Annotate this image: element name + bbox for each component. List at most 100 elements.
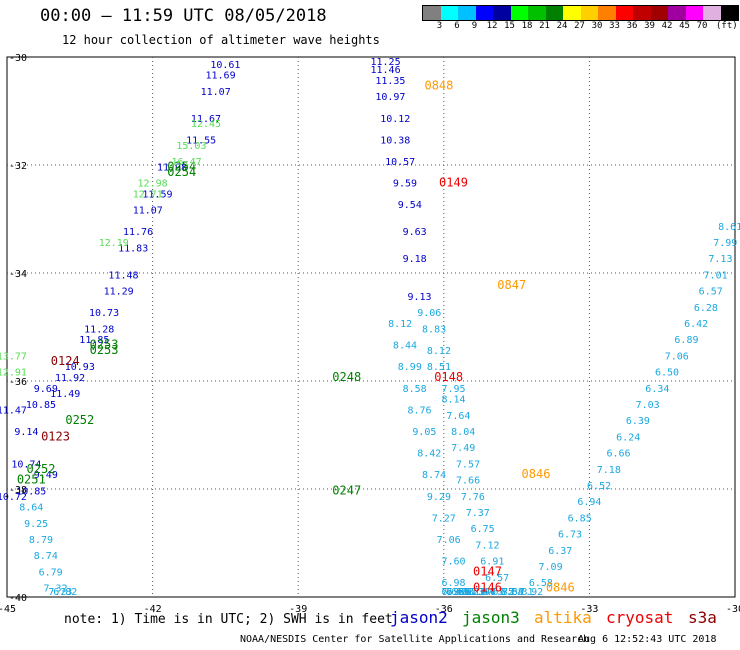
wave-height-label: 8.99	[398, 362, 422, 373]
wave-height-label: 9.25	[24, 519, 48, 530]
time-label: 0247	[332, 483, 361, 497]
wave-height-label: 8.79	[29, 535, 53, 546]
color-swatch	[475, 6, 493, 20]
wave-height-label: 6.42	[684, 319, 708, 330]
wave-height-label: 11.48	[108, 270, 138, 281]
y-tick-label: -38	[9, 485, 27, 496]
wave-height-label: 11.59	[142, 189, 172, 200]
wave-height-label: 7.49	[451, 443, 475, 454]
time-label: 0846	[522, 467, 551, 481]
satellite-label: cryosat	[606, 608, 674, 627]
wave-height-label: 7.99	[713, 238, 737, 249]
color-scale-legend	[422, 5, 739, 21]
wave-height-label: 11.85	[79, 335, 109, 346]
wave-height-label: 6.85	[568, 513, 592, 524]
wave-height-label: 11.35	[375, 76, 405, 87]
wave-height-label: 7.64	[446, 411, 470, 422]
wave-height-label: 7.37	[466, 508, 490, 519]
wave-height-label: 6.64	[500, 587, 524, 598]
color-scale-tick: 3	[436, 21, 443, 31]
wave-height-label: 15.03	[176, 141, 206, 152]
chart-subtitle: 12 hour collection of altimeter wave hei…	[62, 33, 380, 47]
wave-height-label: 7.76	[461, 492, 485, 503]
color-swatch	[545, 6, 563, 20]
color-scale-tick: 36	[626, 21, 638, 31]
time-label: 0149	[439, 176, 468, 190]
wave-height-label: 9.05	[412, 427, 436, 438]
wave-height-label: 7.18	[597, 465, 621, 476]
wave-height-label: 7.38	[500, 587, 524, 598]
wave-height-label: 6.56	[451, 587, 475, 598]
color-swatch	[685, 6, 703, 20]
wave-height-label: 6.34	[645, 384, 669, 395]
x-tick-label: -33	[580, 604, 598, 615]
wave-height-label: 6.98	[441, 578, 465, 589]
color-swatch	[580, 6, 598, 20]
wave-height-label: 9.06	[417, 308, 441, 319]
y-tick-label: -30	[9, 53, 27, 64]
satellite-label: jason2	[390, 608, 448, 627]
wave-height-label: 7.31	[441, 587, 465, 598]
wave-height-label: 10.74	[11, 459, 41, 470]
color-swatch	[493, 6, 511, 20]
time-label: 0254	[167, 159, 196, 173]
color-scale-tick: 18	[521, 21, 533, 31]
x-tick-label: -45	[0, 604, 16, 615]
wave-height-label: 11.46	[371, 65, 401, 76]
wave-height-label: 11.49	[50, 389, 80, 400]
footer-credit: NOAA/NESDIS Center for Satellite Applica…	[240, 634, 590, 645]
wave-height-label: 12.19	[99, 238, 129, 249]
color-swatch	[598, 6, 616, 20]
color-swatch	[458, 6, 476, 20]
wave-height-label: 11.07	[201, 87, 231, 98]
wave-height-label: 9.59	[393, 179, 417, 190]
wave-height-label: 6.73	[558, 530, 582, 541]
wave-height-label: 6.37	[548, 546, 572, 557]
wave-height-label: 6.28	[694, 303, 718, 314]
wave-height-label: 9.63	[403, 227, 427, 238]
color-scale-tick: 15	[504, 21, 515, 31]
color-swatch	[633, 6, 651, 20]
wave-height-label: 11.55	[186, 135, 216, 146]
satellite-label: altika	[534, 608, 592, 627]
wave-height-label: 9.49	[34, 470, 58, 481]
color-scale-tick: 12	[486, 21, 498, 31]
wave-height-label: 8.74	[34, 551, 58, 562]
wave-height-label: 7.06	[665, 351, 689, 362]
x-tick-label: -36	[435, 604, 453, 615]
color-scale-tick: 33	[609, 21, 620, 31]
wave-height-label: 10.38	[380, 135, 410, 146]
color-swatch	[440, 6, 458, 20]
wave-height-label: 6.82	[53, 587, 77, 598]
wave-height-label: 7.44	[471, 587, 495, 598]
wave-height-label: 6.57	[446, 587, 470, 598]
color-swatch	[720, 6, 738, 20]
wave-height-label: 7.32	[490, 587, 514, 598]
color-scale-tick: 24	[556, 21, 568, 31]
color-scale-tick: 21	[539, 21, 550, 31]
wave-height-label: 6.79	[39, 567, 63, 578]
wave-height-label: 9.14	[14, 427, 38, 438]
color-scale-unit: (ft)	[716, 21, 738, 31]
wave-height-label: 6.52	[587, 481, 611, 492]
color-scale-tick: 45	[679, 21, 690, 31]
wave-height-label: 10.93	[65, 362, 95, 373]
wave-height-label: 6.39	[626, 416, 650, 427]
wave-height-label: 7.03	[636, 400, 660, 411]
wave-height-label: 7.60	[441, 557, 465, 568]
color-scale-tick: 70	[696, 21, 708, 31]
wave-height-label: 16.47	[172, 157, 202, 168]
time-label: 0146	[473, 581, 502, 595]
time-label: 0252	[27, 462, 56, 476]
wave-height-label: 8.12	[388, 319, 412, 330]
time-label: 0253	[90, 343, 119, 357]
y-tick-label: -34	[9, 269, 27, 280]
wave-height-label: 6.57	[485, 573, 509, 584]
wave-height-label: 7.01	[704, 270, 728, 281]
wave-height-label: 7.95	[441, 384, 465, 395]
wave-height-label: 11.28	[84, 324, 114, 335]
wave-height-label: 6.86	[446, 587, 470, 598]
wave-height-label: 10.97	[375, 92, 405, 103]
wave-height-label: 11.98	[157, 162, 187, 173]
wave-height-label: 6.94	[577, 497, 601, 508]
